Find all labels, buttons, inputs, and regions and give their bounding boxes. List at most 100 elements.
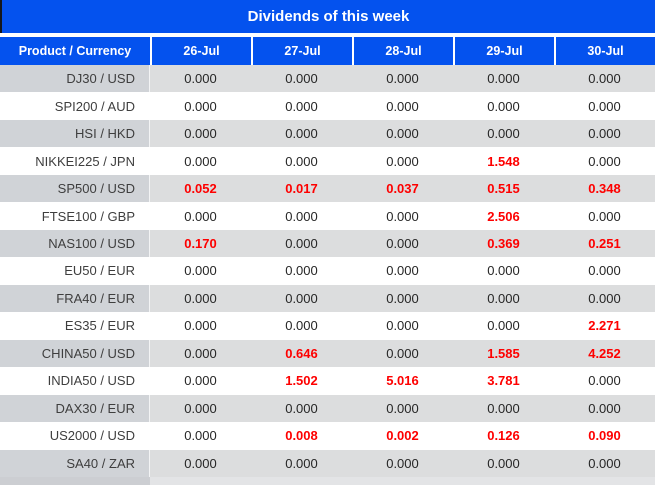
value-cell: 0.369 bbox=[453, 229, 554, 258]
value-cell: 1.502 bbox=[285, 373, 318, 389]
product-cell: SP500 / USD bbox=[0, 174, 150, 203]
value-cell: 0.000 bbox=[150, 339, 251, 368]
dividends-table: Product / Currency 26-Jul 27-Jul 28-Jul 29-J… bbox=[0, 37, 655, 477]
value-cell: 0.000 bbox=[487, 318, 520, 334]
product-cell: CHINA50 / USD bbox=[0, 339, 150, 368]
value-cell: 0.000 bbox=[453, 449, 554, 477]
widget-title: Dividends of this week bbox=[247, 8, 410, 25]
value-cell: 0.000 bbox=[352, 394, 453, 423]
value-cell: 0.000 bbox=[386, 98, 419, 114]
value-cell: 0.000 bbox=[285, 153, 318, 169]
value-cell: 0.000 bbox=[184, 318, 217, 334]
column-header-date: 27-Jul bbox=[251, 37, 352, 65]
value-cell: 0.000 bbox=[352, 65, 453, 93]
table-row: ES35 / EUR 0.000 0.000 0.000 0.000 2.271 bbox=[0, 312, 655, 340]
footer-strip bbox=[0, 477, 655, 485]
value-cell: 0.000 bbox=[352, 229, 453, 258]
value-cell: 4.252 bbox=[554, 339, 655, 368]
product-cell: FRA40 / EUR bbox=[0, 284, 150, 313]
table-row: NIKKEI225 / JPN 0.000 0.000 0.000 1.548 0.000 bbox=[0, 147, 655, 175]
value-cell: 0.000 bbox=[588, 98, 621, 114]
value-cell: 0.000 bbox=[554, 65, 655, 93]
value-cell: 2.271 bbox=[588, 318, 621, 334]
value-cell: 0.170 bbox=[150, 229, 251, 258]
product-cell: DJ30 / USD bbox=[0, 65, 150, 93]
value-cell: 0.000 bbox=[453, 119, 554, 148]
table-row: FRA40 / EUR 0.000 0.000 0.000 0.000 0.000 bbox=[0, 284, 655, 313]
product-cell: EU50 / EUR bbox=[0, 257, 150, 285]
product-cell: NAS100 / USD bbox=[0, 229, 150, 258]
value-cell: 0.000 bbox=[285, 318, 318, 334]
value-cell: 0.000 bbox=[554, 449, 655, 477]
column-header-date: 30-Jul bbox=[554, 37, 655, 65]
value-cell: 0.000 bbox=[588, 153, 621, 169]
value-cell: 0.017 bbox=[251, 174, 352, 203]
value-cell: 0.000 bbox=[251, 65, 352, 93]
value-cell: 0.000 bbox=[386, 153, 419, 169]
value-cell: 0.000 bbox=[150, 449, 251, 477]
title-bar: Dividends of this week bbox=[0, 0, 655, 33]
value-cell: 0.000 bbox=[588, 263, 621, 279]
value-cell: 0.000 bbox=[386, 318, 419, 334]
value-cell: 0.000 bbox=[150, 119, 251, 148]
value-cell: 0.000 bbox=[453, 394, 554, 423]
value-cell: 0.000 bbox=[285, 208, 318, 224]
value-cell: 0.000 bbox=[184, 263, 217, 279]
value-cell: 0.000 bbox=[184, 98, 217, 114]
table-row: INDIA50 / USD 0.000 1.502 5.016 3.781 0.000 bbox=[0, 367, 655, 395]
value-cell: 0.000 bbox=[251, 229, 352, 258]
value-cell: 0.000 bbox=[150, 284, 251, 313]
value-cell: 0.000 bbox=[352, 284, 453, 313]
value-cell: 0.037 bbox=[352, 174, 453, 203]
table-row: DJ30 / USD 0.000 0.000 0.000 0.000 0.000 bbox=[0, 65, 655, 93]
product-cell: HSI / HKD bbox=[0, 119, 150, 148]
value-cell: 0.000 bbox=[352, 449, 453, 477]
value-cell: 0.000 bbox=[285, 263, 318, 279]
table-row: SPI200 / AUD 0.000 0.000 0.000 0.000 0.000 bbox=[0, 92, 655, 120]
product-cell: FTSE100 / GBP bbox=[0, 202, 150, 230]
value-cell: 0.251 bbox=[554, 229, 655, 258]
value-cell: 0.052 bbox=[150, 174, 251, 203]
value-cell: 0.000 bbox=[453, 65, 554, 93]
product-cell: ES35 / EUR bbox=[0, 312, 150, 340]
product-cell: US2000 / USD bbox=[0, 422, 150, 450]
value-cell: 0.000 bbox=[554, 119, 655, 148]
value-cell: 0.646 bbox=[251, 339, 352, 368]
table-row: HSI / HKD 0.000 0.000 0.000 0.000 0.000 bbox=[0, 119, 655, 148]
value-cell: 0.000 bbox=[285, 98, 318, 114]
column-header-date: 29-Jul bbox=[453, 37, 554, 65]
value-cell: 0.000 bbox=[150, 394, 251, 423]
column-header-date: 26-Jul bbox=[150, 37, 251, 65]
value-cell: 0.000 bbox=[150, 65, 251, 93]
table-header-row: Product / Currency 26-Jul 27-Jul 28-Jul 29-J… bbox=[0, 37, 655, 65]
value-cell: 0.008 bbox=[285, 428, 318, 444]
value-cell: 0.000 bbox=[184, 153, 217, 169]
value-cell: 0.000 bbox=[184, 208, 217, 224]
table-row: SA40 / ZAR 0.000 0.000 0.000 0.000 0.000 bbox=[0, 449, 655, 477]
table-row: DAX30 / EUR 0.000 0.000 0.000 0.000 0.000 bbox=[0, 394, 655, 423]
table-row: CHINA50 / USD 0.000 0.646 0.000 1.585 4.252 bbox=[0, 339, 655, 368]
product-cell: NIKKEI225 / JPN bbox=[0, 147, 150, 175]
value-cell: 0.000 bbox=[251, 284, 352, 313]
product-cell: SPI200 / AUD bbox=[0, 92, 150, 120]
column-header-date: 28-Jul bbox=[352, 37, 453, 65]
table-body: DJ30 / USD 0.000 0.000 0.000 0.000 0.000 SPI20… bbox=[0, 65, 655, 477]
table-row: NAS100 / USD 0.170 0.000 0.000 0.369 0.251 bbox=[0, 229, 655, 258]
product-cell: DAX30 / EUR bbox=[0, 394, 150, 423]
value-cell: 2.506 bbox=[487, 208, 520, 224]
value-cell: 1.585 bbox=[453, 339, 554, 368]
value-cell: 0.000 bbox=[352, 339, 453, 368]
value-cell: 0.000 bbox=[352, 119, 453, 148]
table-row: FTSE100 / GBP 0.000 0.000 0.000 2.506 0.000 bbox=[0, 202, 655, 230]
value-cell: 0.000 bbox=[184, 428, 217, 444]
value-cell: 0.000 bbox=[386, 263, 419, 279]
value-cell: 0.000 bbox=[251, 449, 352, 477]
value-cell: 0.090 bbox=[588, 428, 621, 444]
value-cell: 0.000 bbox=[554, 284, 655, 313]
column-header-product: Product / Currency bbox=[18, 44, 132, 58]
value-cell: 0.000 bbox=[184, 373, 217, 389]
value-cell: 0.000 bbox=[453, 284, 554, 313]
value-cell: 0.000 bbox=[251, 119, 352, 148]
title-separator bbox=[0, 33, 655, 37]
